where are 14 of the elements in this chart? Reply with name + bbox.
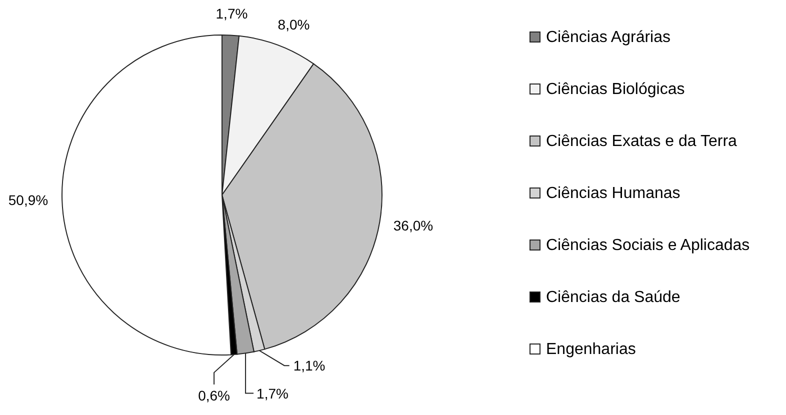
legend-label: Ciências Sociais e Aplicadas bbox=[546, 237, 750, 254]
legend-label: Ciências Humanas bbox=[546, 185, 680, 202]
data-label: 50,9% bbox=[8, 192, 48, 208]
data-label: 0,6% bbox=[198, 388, 230, 404]
legend-label: Engenharias bbox=[546, 341, 636, 358]
data-label: 1,7% bbox=[256, 385, 288, 402]
legend-label: Ciências Exatas e da Terra bbox=[546, 133, 738, 150]
legend-label: Ciências Agrárias bbox=[546, 29, 670, 46]
data-label: 1,7% bbox=[216, 5, 248, 22]
legend-label: Ciências Biológicas bbox=[546, 81, 685, 98]
data-label: 36,0% bbox=[393, 218, 434, 234]
legend-label: Ciências da Saúde bbox=[546, 289, 680, 306]
data-label: 8,0% bbox=[278, 16, 310, 33]
data-label: 1,1% bbox=[293, 358, 326, 374]
